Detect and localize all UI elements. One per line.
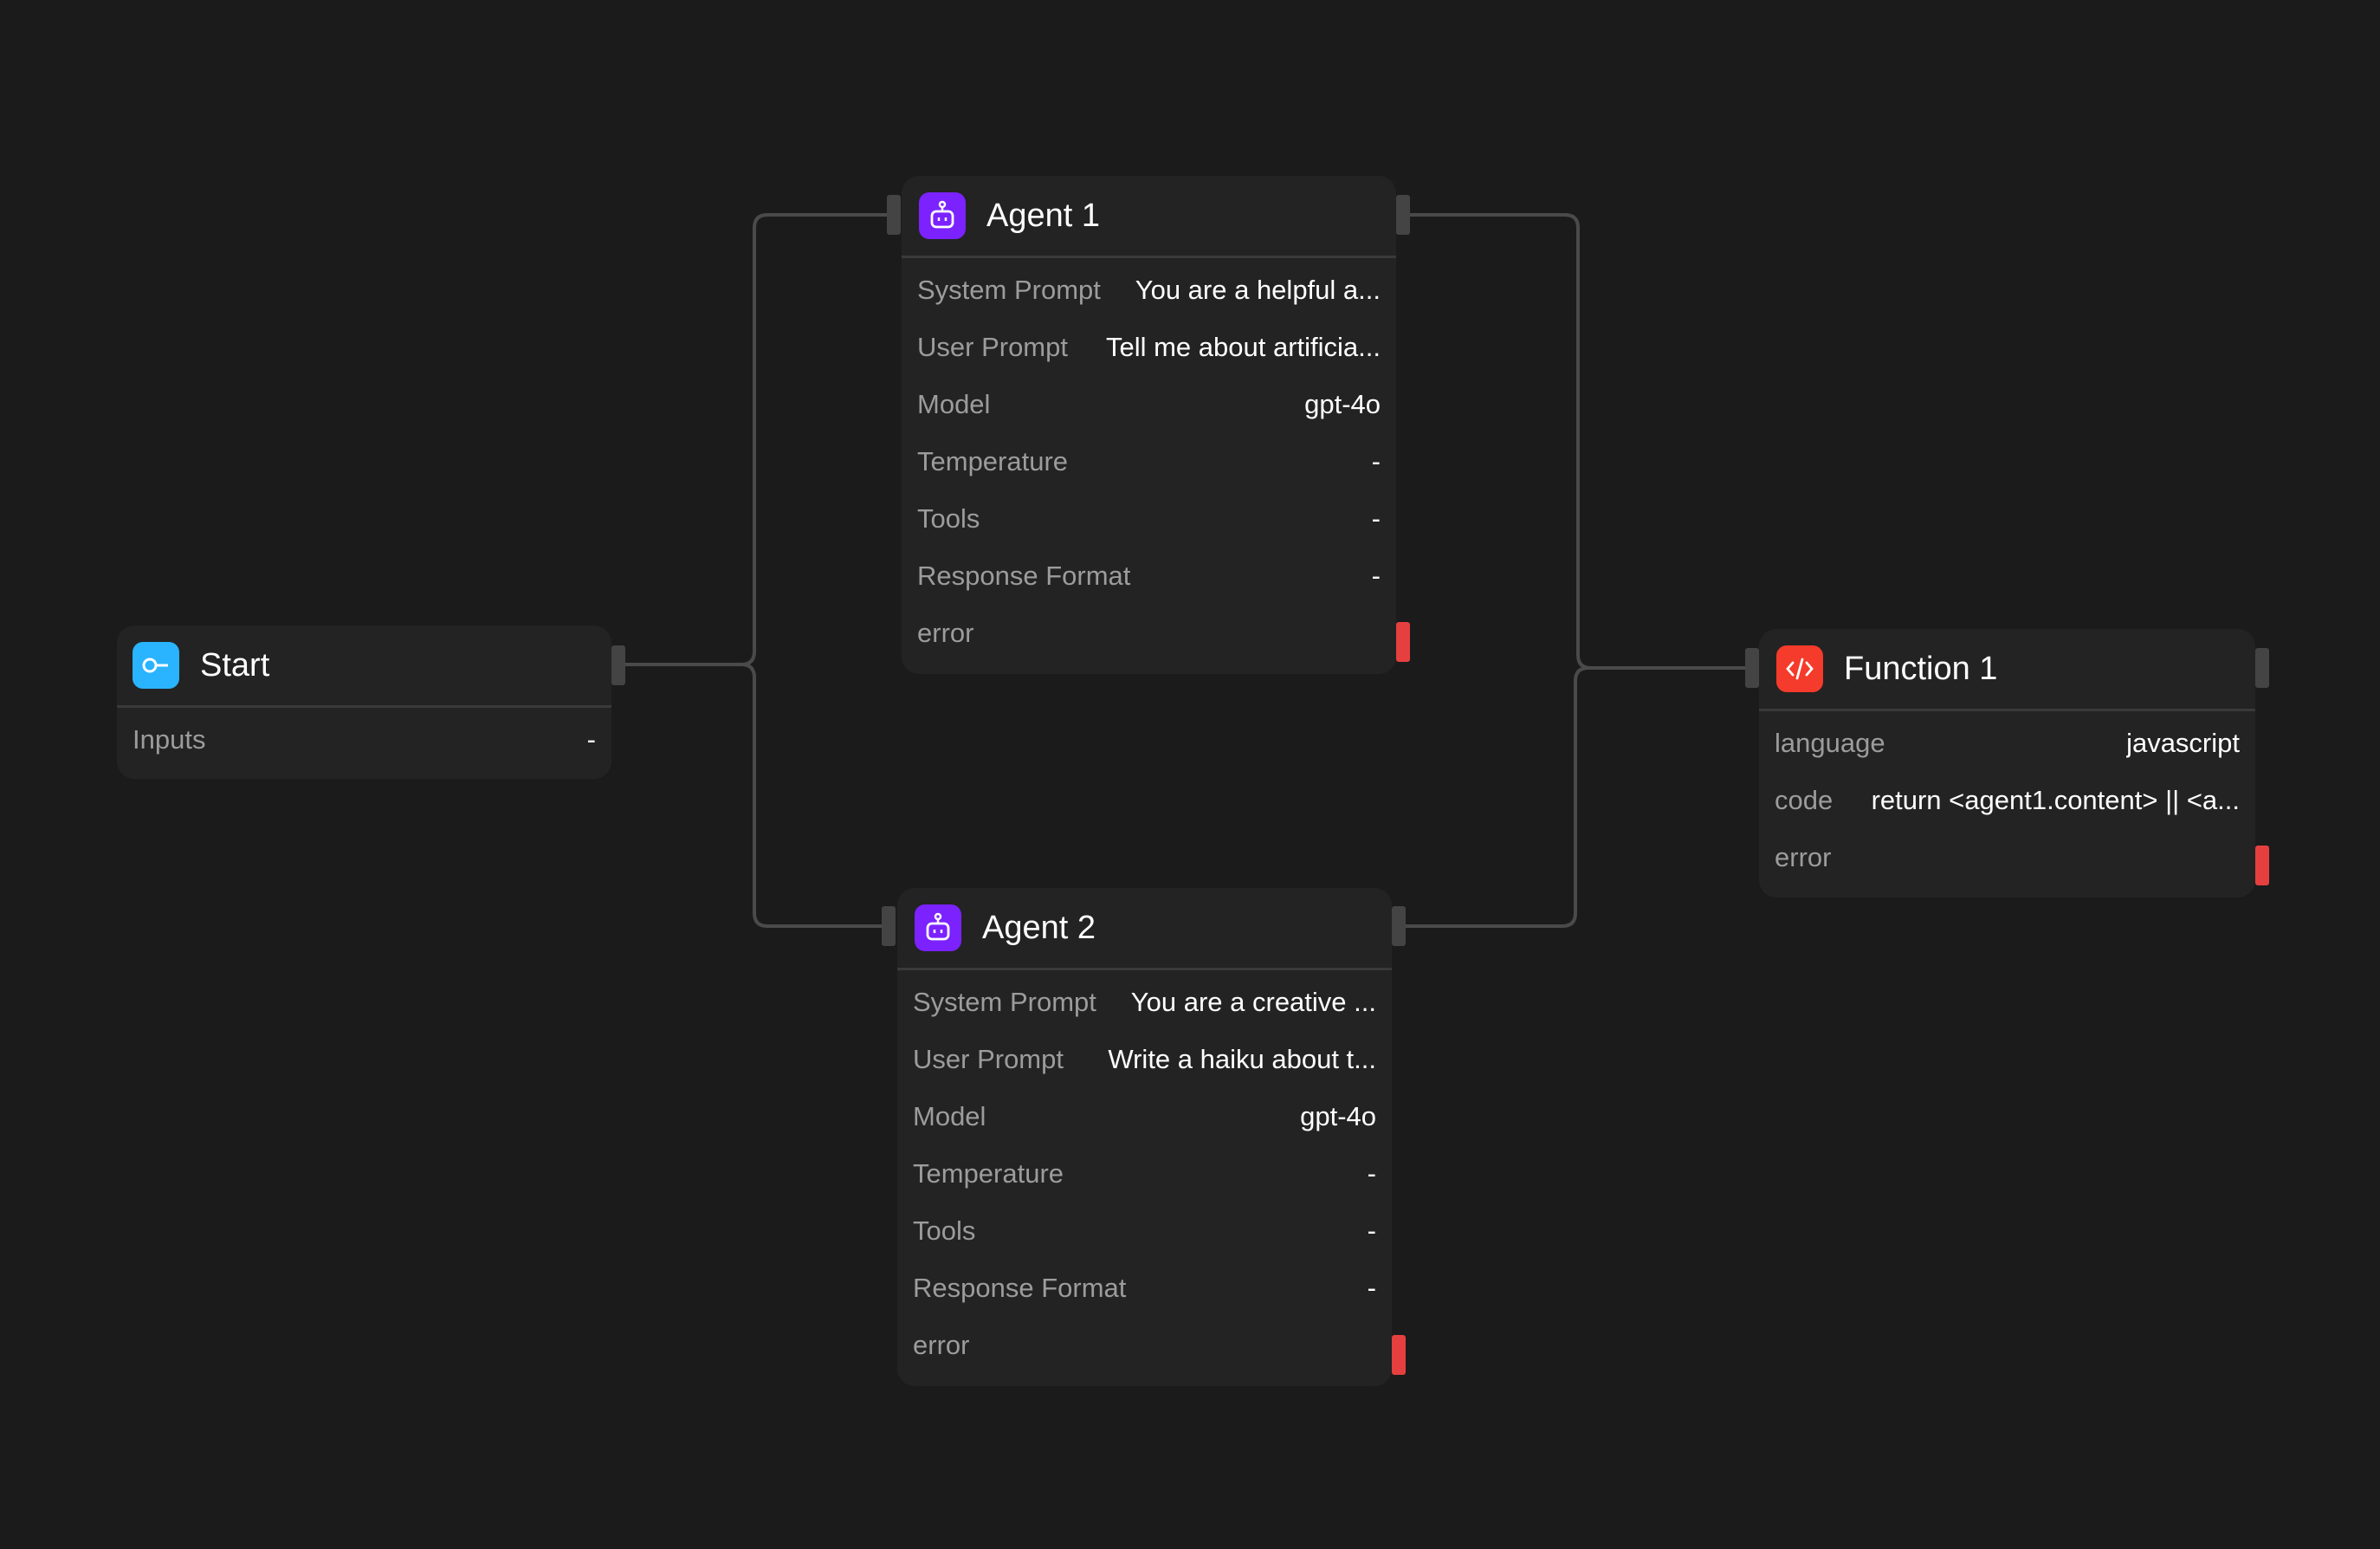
field-label: error	[917, 618, 974, 648]
field-value: You are a helpful a...	[1135, 275, 1381, 305]
agent2-output-handle[interactable]	[1392, 906, 1406, 946]
error-row: error	[902, 605, 1396, 662]
field-row: Model gpt-4o	[902, 376, 1396, 433]
field-row: User Prompt Tell me about artificia...	[902, 319, 1396, 376]
field-label: error	[1775, 842, 1832, 872]
start-node[interactable]: Start Inputs -	[117, 625, 611, 779]
field-label: Tools	[917, 503, 980, 534]
field-row: Temperature -	[902, 433, 1396, 490]
field-row: code return <agent1.content> || <a...	[1759, 772, 2255, 829]
field-value: -	[1371, 503, 1381, 534]
key-icon	[133, 642, 179, 689]
field-value: gpt-4o	[1300, 1101, 1376, 1131]
edge-agent2-function1	[1406, 666, 1745, 928]
robot-icon	[919, 192, 966, 239]
field-row: Response Format -	[897, 1260, 1392, 1317]
field-label: code	[1775, 785, 1834, 815]
node-title: Function 1	[1844, 650, 1998, 687]
field-value: -	[1367, 1273, 1376, 1303]
agent1-error-handle[interactable]	[1396, 622, 1410, 662]
field-row: Model gpt-4o	[897, 1088, 1392, 1145]
field-label: System Prompt	[913, 987, 1096, 1017]
node-title: Agent 2	[982, 909, 1096, 946]
edge-start-agent1	[625, 213, 887, 666]
field-row: Inputs -	[117, 711, 611, 768]
node-header: Start	[117, 625, 611, 708]
function1-error-handle[interactable]	[2255, 846, 2269, 885]
field-row: language javascript	[1759, 715, 2255, 772]
field-value: Write a haiku about t...	[1108, 1044, 1376, 1074]
node-title: Agent 1	[986, 197, 1100, 234]
start-output-handle[interactable]	[611, 645, 625, 685]
field-label: Model	[917, 389, 991, 419]
field-row: Response Format -	[902, 548, 1396, 605]
field-label: Model	[913, 1101, 986, 1131]
error-row: error	[897, 1317, 1392, 1374]
field-label: System Prompt	[917, 275, 1101, 305]
field-label: language	[1775, 728, 1885, 758]
field-label: Response Format	[917, 561, 1131, 591]
agent1-input-handle[interactable]	[887, 195, 901, 235]
agent2-input-handle[interactable]	[882, 906, 896, 946]
function1-node[interactable]: Function 1 language javascript code return…	[1759, 629, 2255, 898]
node-title: Start	[200, 646, 270, 684]
field-value: Tell me about artificia...	[1105, 332, 1381, 362]
node-header: Function 1	[1759, 629, 2255, 711]
field-label: User Prompt	[913, 1044, 1064, 1074]
field-value: -	[1367, 1215, 1376, 1246]
field-value: gpt-4o	[1304, 389, 1381, 419]
agent1-output-handle[interactable]	[1396, 195, 1410, 235]
function1-output-handle[interactable]	[2255, 648, 2269, 688]
field-label: error	[913, 1330, 970, 1360]
robot-icon	[915, 904, 961, 951]
field-value: javascript	[2126, 728, 2240, 758]
code-icon	[1776, 645, 1823, 692]
field-value: -	[1371, 446, 1381, 476]
field-row: Temperature -	[897, 1145, 1392, 1202]
edge-agent1-function1	[1410, 213, 1745, 670]
field-label: Temperature	[913, 1158, 1064, 1189]
field-row: System Prompt You are a creative ...	[897, 974, 1392, 1031]
agent1-node[interactable]: Agent 1 System Prompt You are a helpful a…	[902, 176, 1396, 674]
field-value: You are a creative ...	[1130, 987, 1376, 1017]
field-row: Tools -	[897, 1202, 1392, 1260]
node-header: Agent 2	[897, 888, 1392, 970]
field-value: -	[586, 724, 596, 755]
field-row: System Prompt You are a helpful a...	[902, 262, 1396, 319]
field-value: return <agent1.content> || <a...	[1871, 785, 2240, 815]
field-value: -	[1371, 561, 1381, 591]
field-label: Response Format	[913, 1273, 1127, 1303]
field-label: User Prompt	[917, 332, 1068, 362]
agent2-node[interactable]: Agent 2 System Prompt You are a creative …	[897, 888, 1392, 1386]
node-header: Agent 1	[902, 176, 1396, 258]
field-row: Tools -	[902, 490, 1396, 548]
field-label: Temperature	[917, 446, 1069, 476]
field-label: Tools	[913, 1215, 976, 1246]
error-row: error	[1759, 829, 2255, 886]
edge-start-agent2	[625, 663, 882, 928]
field-value: -	[1367, 1158, 1376, 1189]
field-label: Inputs	[133, 724, 206, 755]
field-row: User Prompt Write a haiku about t...	[897, 1031, 1392, 1088]
agent2-error-handle[interactable]	[1392, 1335, 1406, 1375]
function1-input-handle[interactable]	[1745, 648, 1759, 688]
